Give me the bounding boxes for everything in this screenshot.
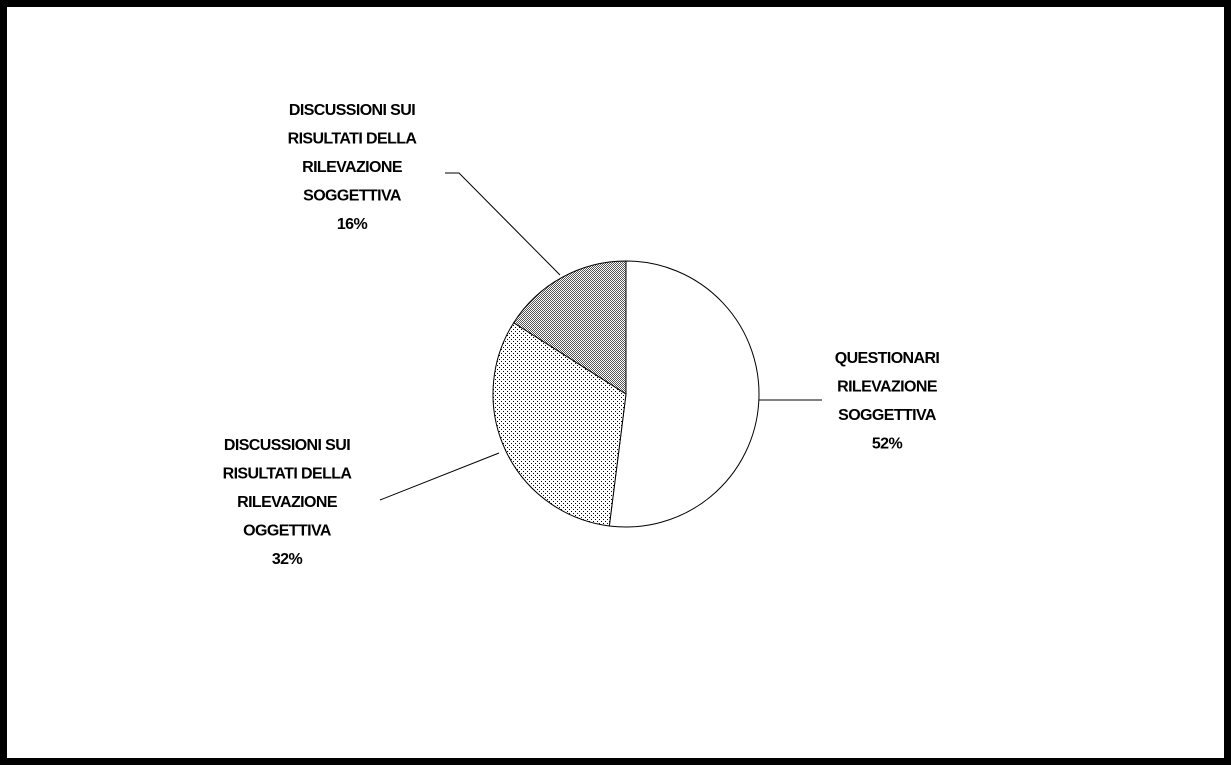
leader-line-2: [379, 452, 500, 501]
pie-slice-2: [492, 322, 627, 527]
slice-label-line: DISCUSSIONI SUI: [289, 102, 415, 119]
slice-label-line: SOGGETTIVA: [838, 407, 937, 424]
slice-percent: 32%: [272, 551, 303, 568]
slice-percent: 52%: [872, 436, 903, 453]
slice-label-line: DISCUSSIONI SUI: [224, 437, 350, 454]
slice-label-line: SOGGETTIVA: [303, 188, 402, 205]
slice-percent: 16%: [337, 216, 368, 233]
slice-label-2: DISCUSSIONI SUI RISULTATI DELLA RILEVAZION…: [223, 437, 353, 568]
slice-label-1: QUESTIONARI RILEVAZIONE SOGGETTIVA 52%: [835, 350, 940, 453]
slice-label-line: QUESTIONARI: [835, 350, 940, 367]
slice-label-line: RISULTATI DELLA: [288, 131, 418, 148]
slice-label-line: RILEVAZIONE: [237, 494, 338, 511]
slice-label-line: RISULTATI DELLA: [223, 466, 353, 483]
pie-chart: QUESTIONARI RILEVAZIONE SOGGETTIVA 52% DISCU…: [223, 102, 940, 568]
pie-slice-1: [608, 260, 760, 528]
pie-slice-3: [513, 260, 627, 395]
slice-label-line: OGGETTIVA: [243, 523, 332, 540]
slice-label-3: DISCUSSIONI SUI RISULTATI DELLA RILEVAZION…: [288, 102, 418, 233]
slice-label-line: RILEVAZIONE: [302, 159, 403, 176]
slice-label-line: RILEVAZIONE: [837, 379, 938, 396]
leader-line-3: [445, 172, 561, 276]
